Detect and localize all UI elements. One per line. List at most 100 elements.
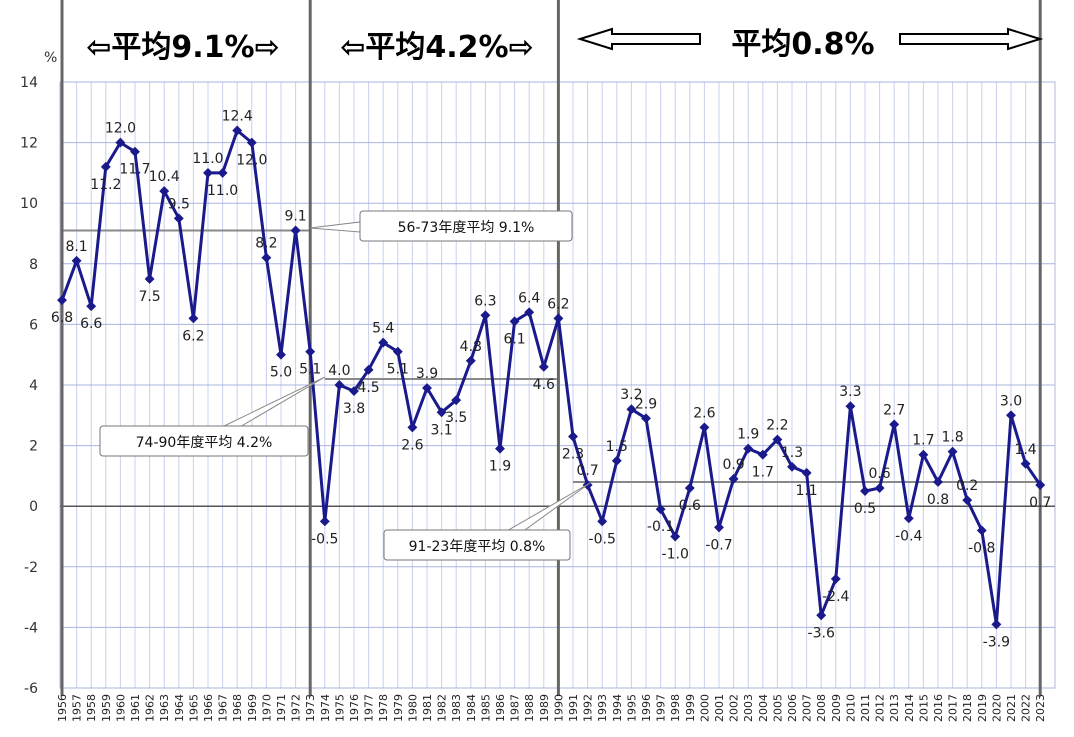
x-tick-label: 1984: [465, 694, 478, 722]
data-point: [962, 495, 973, 506]
x-tick-label: 1960: [114, 694, 127, 722]
callout-1-box: [359, 210, 573, 242]
callout-1-text: 56-73年度平均 9.1%: [398, 220, 535, 236]
x-tick-label: 1971: [275, 694, 288, 722]
data-label: 2.7: [883, 402, 905, 418]
data-point: [743, 443, 754, 454]
data-label: 5.4: [372, 321, 394, 337]
data-point: [246, 137, 257, 148]
x-tick-label: 2002: [728, 694, 741, 722]
data-label: 6.3: [474, 293, 496, 309]
callout-3-text: 91-23年度平均 0.8%: [409, 539, 546, 555]
x-tick-label: 1994: [611, 694, 624, 722]
data-label: -2.4: [822, 589, 849, 605]
x-tick-label: 1974: [319, 694, 332, 722]
x-tick-label: 1997: [655, 694, 668, 722]
data-point: [874, 483, 885, 493]
data-label: 3.1: [430, 422, 452, 438]
data-point: [714, 522, 724, 533]
data-label: -0.1: [647, 519, 674, 535]
data-label: 4.6: [533, 377, 555, 393]
data-point: [159, 186, 170, 197]
x-tick-label: 1988: [523, 694, 536, 722]
data-label: 12.4: [222, 108, 253, 124]
data-label: 11.7: [119, 162, 150, 178]
x-tick-label: 1976: [348, 694, 361, 722]
data-point: [991, 619, 1002, 630]
data-point: [173, 213, 184, 224]
data-label: 3.3: [839, 384, 861, 400]
data-point: [392, 346, 403, 357]
data-label: 2.3: [562, 447, 584, 463]
data-point: [495, 443, 505, 454]
data-label: 10.4: [149, 169, 180, 185]
x-tick-label: 1968: [231, 694, 244, 722]
data-point: [918, 449, 929, 460]
data-label: 1.1: [795, 483, 817, 499]
x-tick-label: 1996: [640, 694, 653, 722]
x-tick-label: 1980: [406, 694, 419, 722]
data-label: 1.7: [752, 465, 774, 481]
x-tick-label: 2008: [815, 694, 828, 722]
data-point: [772, 434, 783, 445]
x-tick-label: 1982: [436, 694, 449, 722]
data-label: -0.5: [589, 531, 616, 547]
x-tick-label: 2011: [859, 694, 872, 722]
x-tick-label: 1975: [333, 694, 346, 722]
x-tick-label: 1987: [509, 694, 522, 722]
x-tick-label: 1966: [202, 694, 215, 722]
data-point: [217, 167, 228, 178]
data-point: [538, 361, 549, 372]
data-label: 4.5: [357, 380, 379, 396]
x-tick-label: 1959: [100, 694, 113, 722]
x-tick-label: 1958: [85, 694, 98, 722]
x-tick-label: 1963: [158, 694, 171, 722]
data-point: [947, 446, 958, 457]
x-tick-label: 2017: [947, 694, 960, 722]
right-arrow-icon: [899, 27, 1044, 51]
data-label: 9.5: [168, 196, 190, 212]
x-tick-label: 1978: [377, 694, 390, 722]
x-tick-label: 1979: [392, 694, 405, 722]
data-point: [144, 274, 155, 284]
band-label-1974-1990: ⇦平均4.2%⇨: [340, 30, 533, 65]
x-tick-label: 1981: [421, 694, 434, 722]
data-point: [290, 225, 301, 236]
data-point: [845, 401, 856, 412]
x-tick-label: 2022: [1020, 694, 1033, 722]
data-label: -0.4: [895, 528, 922, 544]
data-label: 2.6: [693, 405, 715, 421]
data-point: [903, 513, 914, 524]
x-tick-label: 1983: [450, 694, 463, 722]
y-tick-label: 0: [29, 499, 38, 515]
x-tick-label: 2020: [990, 694, 1003, 722]
y-tick-label: 6: [29, 317, 38, 333]
data-label: 6.6: [80, 316, 102, 332]
data-label: 3.2: [620, 387, 642, 403]
x-tick-label: 1999: [684, 694, 697, 722]
x-tick-label: 2010: [844, 694, 857, 722]
y-tick-label: 10: [20, 196, 38, 212]
x-tick-label: 2015: [917, 694, 930, 722]
x-tick-label: 2023: [1034, 694, 1047, 722]
data-point: [276, 349, 286, 360]
x-tick-label: 2013: [888, 694, 901, 722]
x-tick-label: 1970: [260, 694, 273, 722]
x-tick-label: 1957: [71, 694, 84, 722]
data-label: -1.0: [662, 547, 689, 563]
data-label: 7.5: [138, 289, 160, 305]
data-point: [465, 355, 476, 366]
data-point: [699, 422, 710, 433]
data-point: [670, 531, 681, 542]
y-tick-label: 2: [29, 439, 38, 455]
data-point: [933, 477, 943, 487]
x-tick-label: 1989: [538, 694, 551, 722]
band-label-1956-1973: ⇦平均9.1%⇨: [86, 30, 279, 65]
data-point: [407, 422, 418, 433]
x-tick-label: 1992: [582, 694, 595, 722]
data-point: [655, 504, 666, 515]
x-tick-label: 1995: [625, 694, 638, 722]
x-tick-label: 1956: [56, 694, 69, 722]
data-label: 2.2: [766, 418, 788, 434]
